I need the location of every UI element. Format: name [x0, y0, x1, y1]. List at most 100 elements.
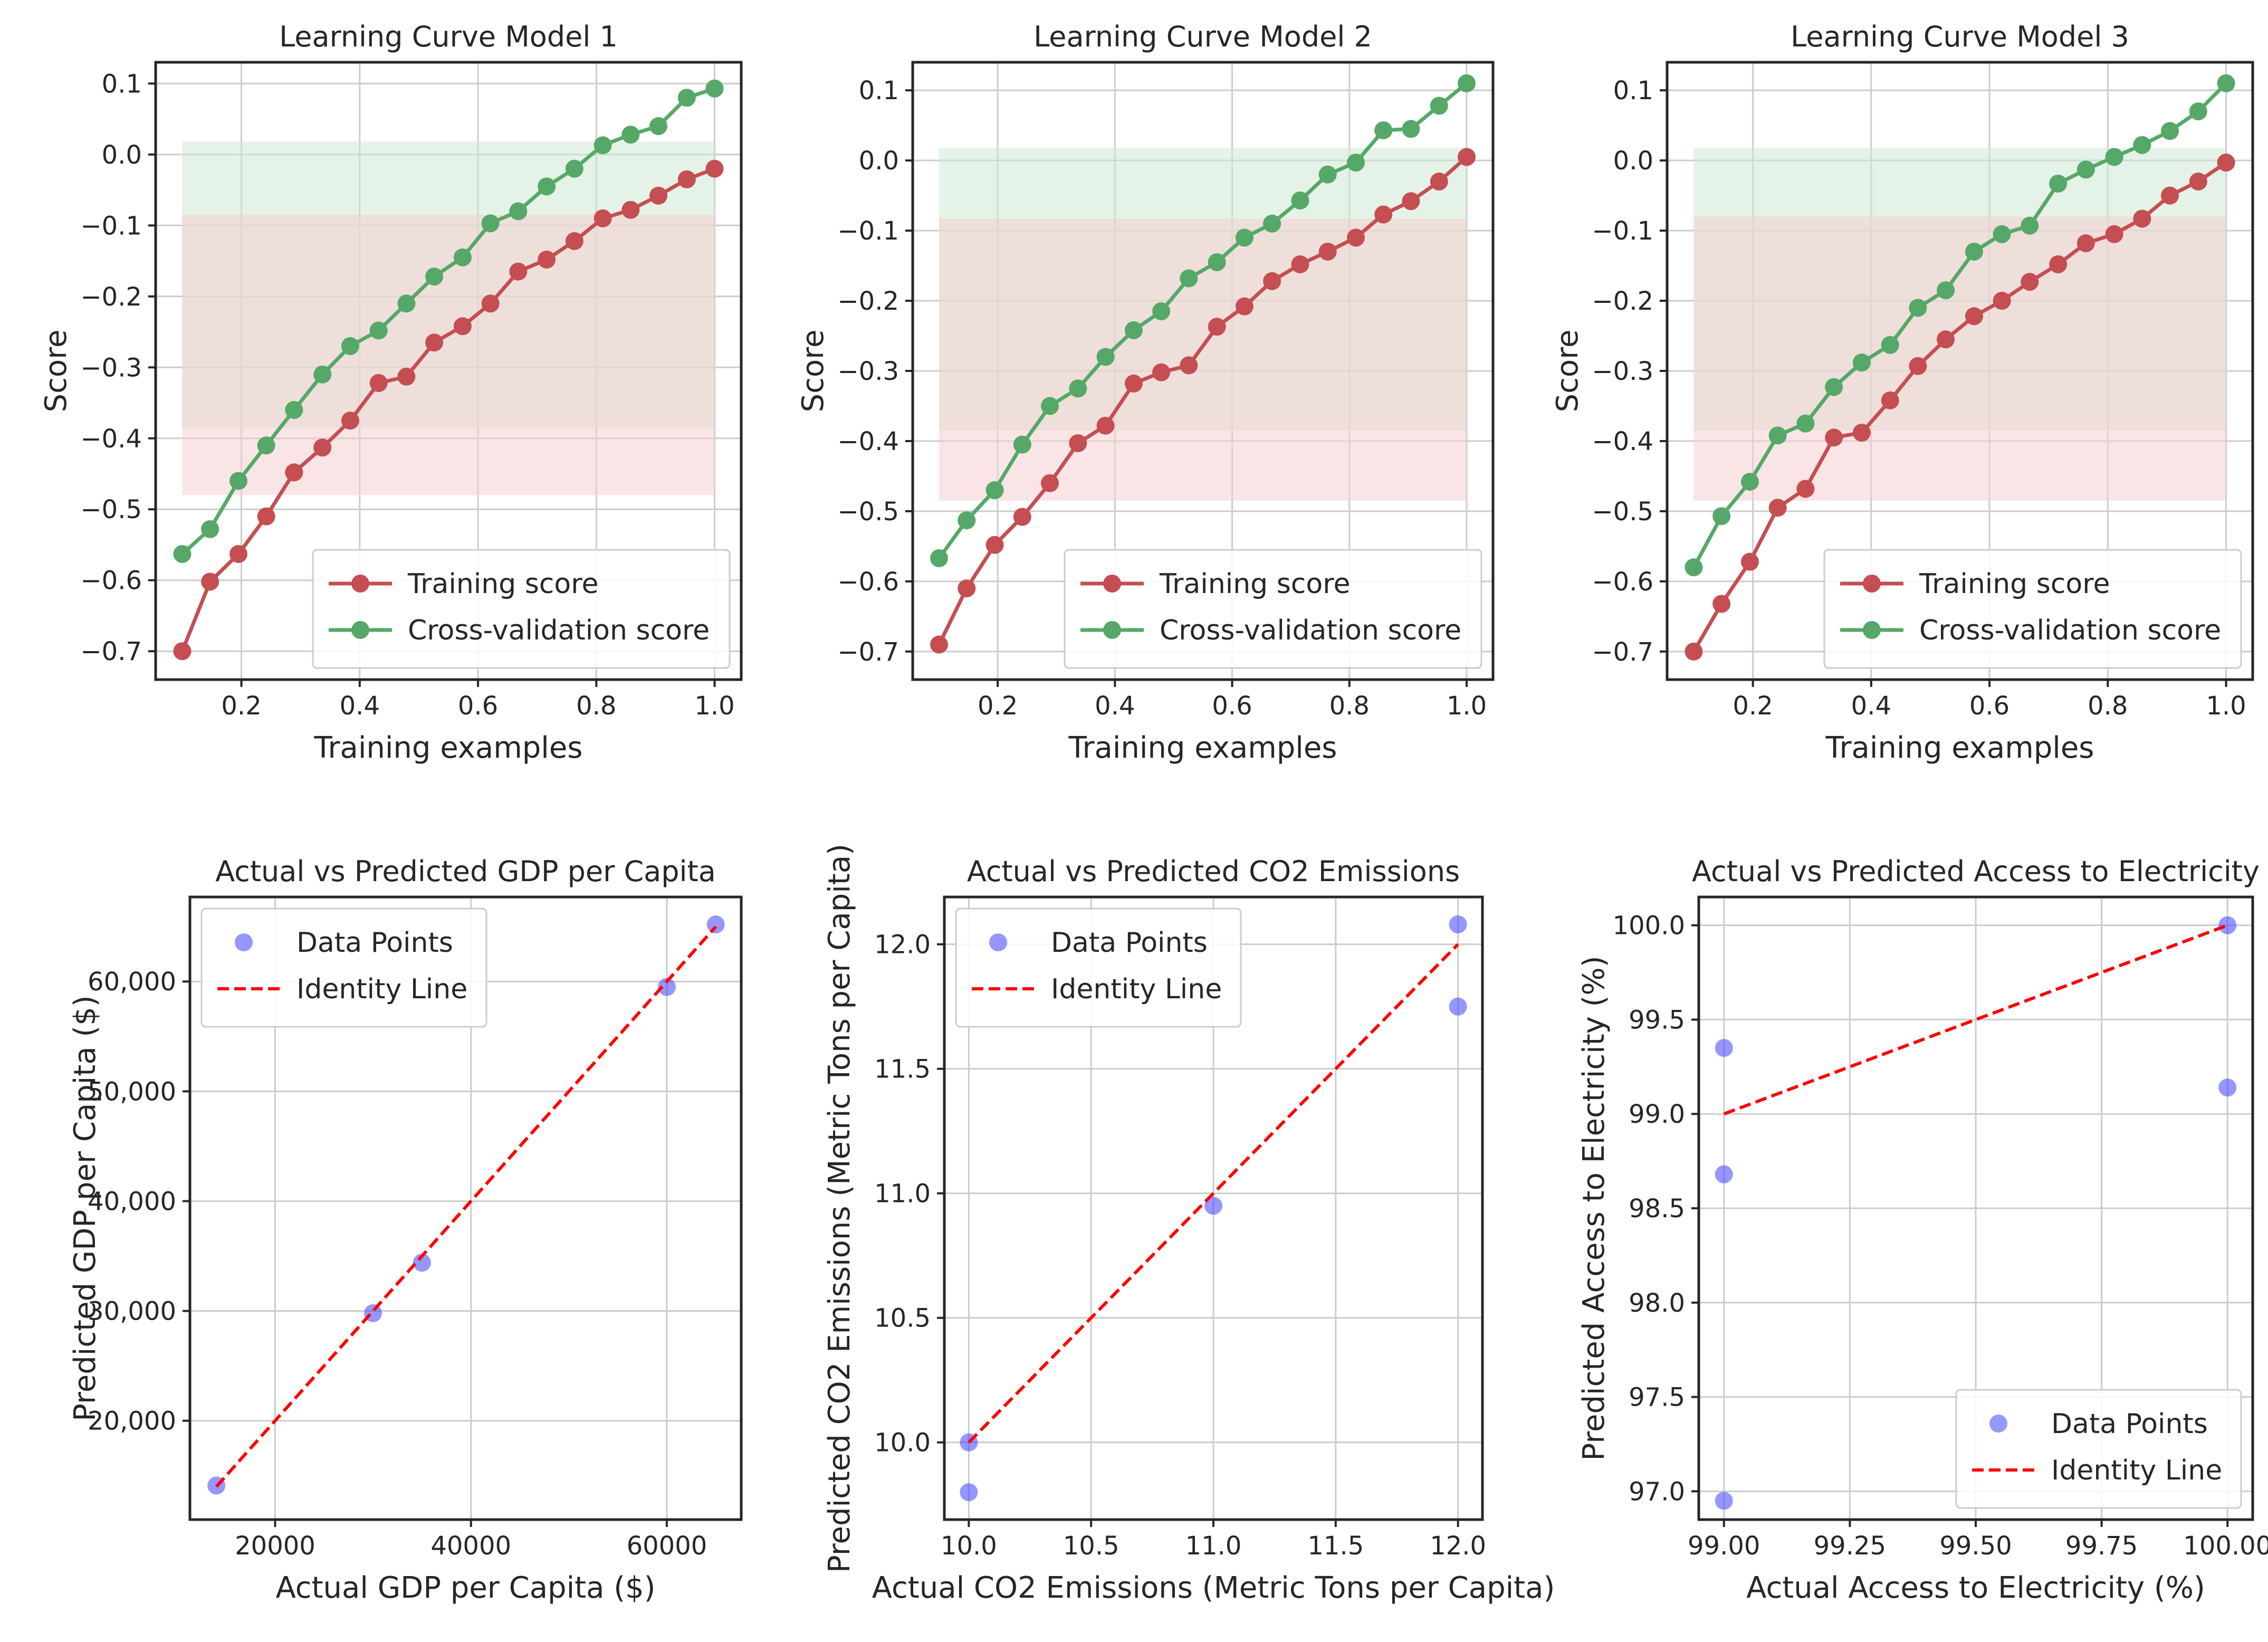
- legend-cv-label: Cross-validation score: [1919, 615, 2221, 646]
- cv-score-point: [2133, 136, 2151, 154]
- x-tick-label: 12.0: [1430, 1531, 1486, 1561]
- legend: Data Points Identity Line: [955, 908, 1242, 1028]
- training-score-point: [2105, 225, 2123, 243]
- legend: Training score Cross-validation score: [1064, 549, 1482, 669]
- training-score-point: [677, 170, 696, 188]
- legend-cv-marker: [1863, 621, 1881, 639]
- training-score-point: [2189, 173, 2207, 191]
- cv-score-point: [1685, 558, 1703, 577]
- legend-identity-label: Identity Line: [1051, 973, 1222, 1005]
- training-score-point: [1318, 242, 1337, 261]
- x-axis-label: Actual Access to Electricity (%): [1746, 1571, 2205, 1605]
- data-point: [413, 1254, 431, 1272]
- x-tick-label: 0.8: [576, 691, 616, 721]
- y-tick-label: 98.5: [1629, 1194, 1685, 1224]
- y-tick-label: 0.0: [1613, 146, 1653, 176]
- training-score-point: [1796, 480, 1815, 498]
- y-tick-label: −0.3: [1592, 357, 1653, 386]
- y-tick-label: −0.1: [1592, 216, 1653, 246]
- cv-score-point: [2189, 102, 2207, 121]
- y-tick-label: 0.0: [102, 140, 142, 170]
- y-tick-label: −0.4: [1592, 427, 1653, 456]
- training-score-point: [341, 412, 359, 430]
- y-tick-label: 12.0: [874, 930, 931, 960]
- cv-score-point: [1852, 354, 1871, 372]
- data-point: [1715, 1165, 1733, 1183]
- x-tick-label: 0.4: [340, 691, 380, 721]
- training-score-point: [1825, 428, 1843, 447]
- training-score-point: [425, 333, 444, 352]
- cv-score-point: [2076, 160, 2095, 179]
- data-point: [1715, 1492, 1733, 1510]
- legend: Data Points Identity Line: [1955, 1389, 2242, 1509]
- legend-box: [955, 908, 1242, 1028]
- training-score-point: [1937, 330, 1955, 349]
- legend-data-points-label: Data Points: [2051, 1408, 2208, 1440]
- training-score-point: [201, 572, 219, 591]
- y-axis-label: Score: [39, 330, 73, 413]
- x-tick-label: 1.0: [2206, 691, 2246, 721]
- chart-title: Actual vs Predicted Access to Electricit…: [1692, 855, 2260, 888]
- cv-score-point: [1740, 473, 1759, 491]
- cv-score-point: [2049, 175, 2068, 193]
- y-axis-label: Score: [796, 330, 830, 413]
- legend-data-points-marker: [989, 933, 1007, 951]
- y-tick-label: 30,000: [88, 1297, 176, 1326]
- training-score-point: [1712, 595, 1731, 613]
- training-score-point: [621, 201, 640, 219]
- plot-frame: [154, 61, 743, 681]
- chart-title: Learning Curve Model 3: [1791, 20, 2129, 53]
- chart-title: Actual vs Predicted CO2 Emissions: [967, 855, 1460, 888]
- training-score-point: [1069, 434, 1087, 452]
- y-tick-label: −0.7: [1592, 637, 1653, 667]
- training-score-point: [313, 438, 332, 457]
- cv-score-point: [677, 89, 696, 107]
- x-tick-label: 0.4: [1095, 691, 1135, 721]
- training-score-point: [481, 294, 500, 313]
- x-tick-label: 0.2: [221, 691, 261, 721]
- training-score-point: [1291, 255, 1309, 273]
- x-tick-label: 20000: [235, 1531, 315, 1561]
- training-score-point: [397, 367, 416, 386]
- y-tick-label: −0.1: [80, 211, 142, 241]
- x-tick-label: 99.25: [1814, 1531, 1886, 1561]
- training-score-point: [1152, 363, 1171, 381]
- x-axis-label: Actual CO2 Emissions (Metric Tons per Ca…: [872, 1571, 1555, 1605]
- x-tick-label: 99.75: [2065, 1531, 2138, 1561]
- cv-score-point: [1712, 507, 1731, 526]
- training-score-point: [1852, 424, 1871, 442]
- training-score-point: [1041, 474, 1059, 492]
- cv-score-point: [1069, 379, 1087, 398]
- training-score-point: [1263, 272, 1281, 290]
- y-tick-label: −0.1: [837, 216, 899, 246]
- y-tick-label: 0.1: [859, 76, 899, 106]
- training-score-point: [229, 545, 247, 563]
- cv-score-point: [538, 177, 556, 196]
- y-axis-label: Predicted GDP per Capita ($): [68, 995, 102, 1421]
- training-score-point: [1374, 205, 1393, 224]
- cv-score-point: [369, 321, 388, 340]
- legend: Training score Cross-validation score: [312, 549, 731, 669]
- cv-score-point: [1096, 348, 1115, 366]
- x-tick-label: 0.6: [1212, 691, 1252, 721]
- cv-score-point: [1208, 253, 1226, 271]
- y-tick-label: 11.5: [874, 1055, 931, 1084]
- y-tick-label: 98.0: [1629, 1288, 1685, 1318]
- data-point: [2218, 916, 2237, 934]
- cv-score-point: [1458, 74, 1476, 92]
- identity-line: [1723, 923, 2228, 1116]
- legend-data-points-marker: [235, 933, 253, 951]
- training-score-point: [930, 635, 948, 654]
- x-tick-label: 0.6: [458, 691, 498, 721]
- y-tick-label: −0.2: [80, 282, 142, 312]
- identity-line: [215, 925, 717, 1488]
- cv-score-point: [425, 268, 444, 286]
- y-tick-label: 0.0: [859, 146, 899, 176]
- cv-score-point: [229, 472, 247, 490]
- cv-score-point: [1291, 191, 1309, 209]
- cv-score-point: [2217, 74, 2235, 92]
- cv-score-point: [313, 365, 332, 384]
- y-tick-label: 40,000: [88, 1187, 176, 1216]
- legend-cv-label: Cross-validation score: [1160, 615, 1461, 646]
- y-tick-label: −0.5: [1592, 497, 1653, 527]
